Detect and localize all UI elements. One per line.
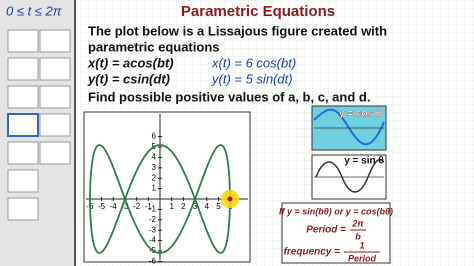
question: Find possible positive values of a, b, c… <box>88 89 370 104</box>
cos-label: y = cos θ <box>339 109 381 120</box>
y-tick-label: -1 <box>149 205 157 214</box>
x-tick-label: -1 <box>145 202 153 211</box>
formula-label: frequency = <box>284 247 341 258</box>
thumbnail <box>7 197 39 221</box>
x-tick-label: -3 <box>121 202 129 211</box>
thumbnail <box>39 141 71 165</box>
y-tick-label: 4 <box>152 153 157 162</box>
thumbnail <box>39 85 71 109</box>
thumbnail <box>39 57 71 81</box>
graph-frame <box>83 111 251 263</box>
y-tick-label: -3 <box>149 225 157 234</box>
y-tick-label: 2 <box>152 173 157 182</box>
y-tick-label: -6 <box>149 257 157 266</box>
thumbnails <box>7 29 71 221</box>
y-tick-label: 1 <box>152 184 157 193</box>
x-tick-label: -2 <box>133 202 141 211</box>
thumbnail <box>39 113 71 137</box>
intro-line: The plot below is a Lissajous figure cre… <box>88 23 387 38</box>
fraction-numerator: 1 <box>359 240 364 250</box>
x-tick-label: -5 <box>98 202 106 211</box>
main-graph: -6-5-4-3-2-1123456654321-1-2-3-4-5-6 <box>86 114 248 266</box>
x-tick-label: -4 <box>110 202 118 211</box>
fraction-denominator: b <box>355 231 361 241</box>
divider <box>74 0 76 266</box>
thumbnail <box>7 141 39 165</box>
intro-line: parametric equations <box>88 39 220 54</box>
thumbnail <box>7 85 39 109</box>
thumbnail <box>7 57 39 81</box>
equation: y(t) = csin(dt) <box>87 71 170 86</box>
x-tick-label: 5 <box>216 202 221 211</box>
title: Parametric Equations <box>181 3 335 20</box>
y-tick-label: 6 <box>152 132 157 141</box>
fraction-numerator: 2π <box>351 218 364 228</box>
x-tick-label: 1 <box>169 202 174 211</box>
y-tick-label: -2 <box>149 215 157 224</box>
sin-label: y = sin θ <box>344 156 384 167</box>
y-tick-label: 3 <box>152 163 157 172</box>
lissajous-curve <box>89 144 231 254</box>
formula-label: Period = <box>306 225 346 236</box>
fraction-denominator: Period <box>348 253 377 263</box>
formula-condition: If y = sin(bθ) or y = cos(bθ) <box>279 206 393 216</box>
thumbnail <box>39 29 71 53</box>
thumbnail <box>7 29 39 53</box>
thumbnail[interactable] <box>7 113 39 137</box>
thumbnail <box>7 169 39 193</box>
x-tick-label: 2 <box>181 202 186 211</box>
sin-curve <box>315 158 385 193</box>
y-tick-label: -4 <box>149 236 157 245</box>
handwritten-equation: x(t) = 6 cos(bt) <box>211 55 296 70</box>
handwritten-equation: y(t) = 5 sin(dt) <box>211 71 293 86</box>
equation: x(t) = acos(bt) <box>87 55 174 70</box>
handwritten-note: 0 ≤ t ≤ 2π <box>6 3 62 18</box>
x-tick-label: 4 <box>205 202 210 211</box>
x-tick-label: 3 <box>193 202 198 211</box>
formula-box <box>281 202 391 264</box>
start-point <box>227 196 233 202</box>
